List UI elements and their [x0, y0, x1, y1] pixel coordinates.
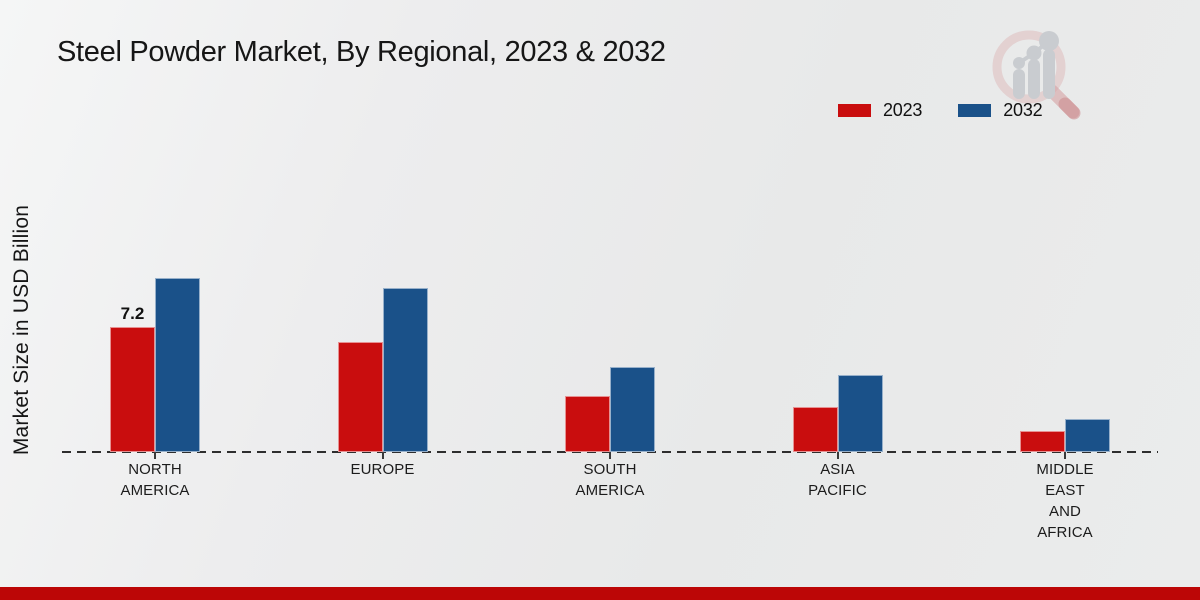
category-label-middle-east-and-africa: MIDDLE EAST AND AFRICA	[985, 459, 1145, 543]
legend: 2023 2032	[838, 100, 1079, 121]
x-axis-tick-middle-east-and-africa	[1064, 452, 1066, 459]
bar-2023-europe	[337, 342, 383, 452]
legend-item-2032: 2032	[958, 100, 1043, 121]
legend-label: 2032	[1003, 100, 1043, 120]
x-axis-tick-europe	[381, 452, 384, 459]
x-axis-tick-north-america	[154, 452, 156, 459]
bar-value-label-north-america: 7.2	[120, 303, 145, 323]
category-label-line: SOUTH	[583, 461, 637, 478]
category-label-line: AFRICA	[1037, 524, 1093, 541]
legend-label: 2023	[883, 100, 923, 120]
chart-title: Steel Powder Market, By Regional, 2023 &…	[57, 36, 666, 68]
bar-2023-south-america	[565, 396, 610, 452]
legend-swatch-2032	[958, 104, 992, 117]
category-label-line: AMERICA	[120, 482, 190, 499]
category-label-asia-pacific: ASIA PACIFIC	[758, 459, 918, 501]
category-label-line: PACIFIC	[808, 482, 867, 499]
category-label-line: AND	[1049, 503, 1081, 520]
category-label-europe: EUROPE	[303, 459, 463, 480]
category-label-line: AMERICA	[575, 482, 645, 499]
category-label-south-america: SOUTH AMERICA	[530, 459, 690, 501]
x-axis-tick-south-america	[609, 452, 611, 459]
category-label-line: EUROPE	[350, 461, 415, 478]
bar-2032-middle-east-and-africa	[1065, 418, 1110, 452]
legend-swatch-2023	[838, 104, 871, 117]
category-label-line: MIDDLE	[1036, 461, 1094, 478]
footer-accent-bar	[0, 587, 1200, 600]
bar-2032-europe	[382, 288, 428, 452]
bar-2023-north-america	[110, 326, 155, 452]
category-label-north-america: NORTH AMERICA	[75, 459, 235, 501]
category-label-line: ASIA	[820, 461, 855, 478]
category-label-line: NORTH	[128, 461, 182, 478]
bar-2023-asia-pacific	[792, 406, 838, 452]
bar-2032-asia-pacific	[837, 375, 883, 452]
bar-2032-south-america	[610, 366, 655, 452]
category-label-line: EAST	[1045, 482, 1085, 499]
x-axis-tick-asia-pacific	[836, 452, 839, 459]
bar-2032-north-america	[155, 278, 200, 452]
legend-item-2023: 2023	[838, 100, 922, 121]
brand-watermark-logo-icon	[992, 30, 1081, 120]
bar-2023-middle-east-and-africa	[1020, 431, 1065, 452]
